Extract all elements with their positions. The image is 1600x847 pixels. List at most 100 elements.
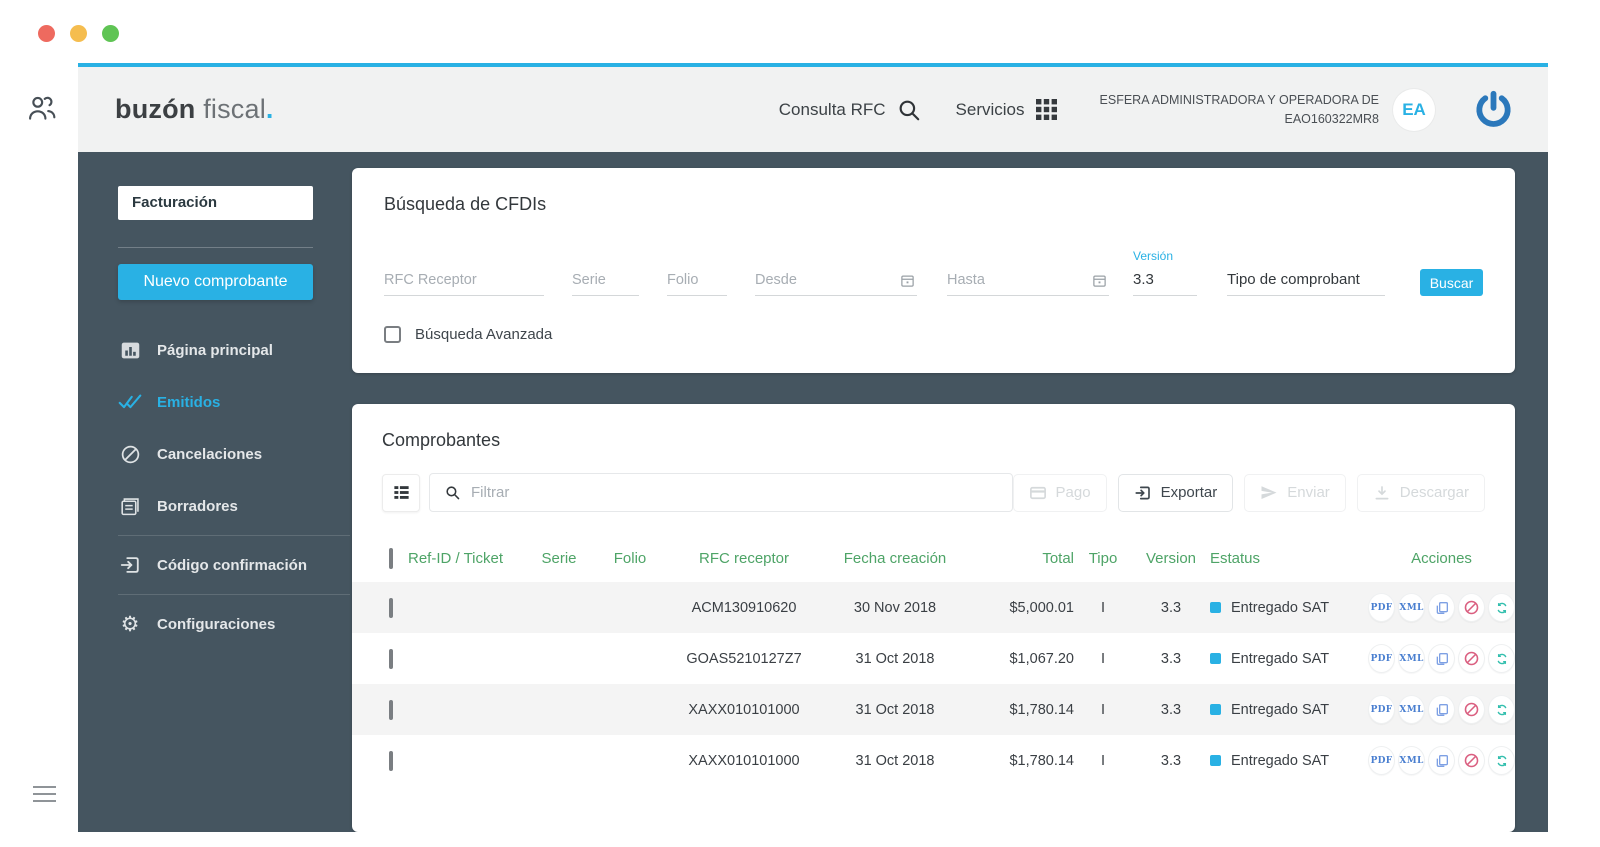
calendar-icon[interactable]	[900, 273, 915, 288]
desde-date-input[interactable]	[755, 266, 917, 296]
cell-total: $1,780.14	[1009, 752, 1074, 769]
column-header[interactable]: Folio	[613, 549, 647, 567]
status-text: Entregado SAT	[1231, 701, 1330, 718]
users-icon[interactable]	[24, 91, 60, 125]
descargar-label: Descargar	[1399, 484, 1469, 501]
filter-input[interactable]	[471, 484, 998, 501]
row-checkbox[interactable]	[389, 699, 393, 720]
logout-power-icon[interactable]	[1473, 89, 1514, 130]
column-header[interactable]: Tipo	[1088, 549, 1118, 567]
table-row[interactable]: XAXX010101000 31 Oct 2018 $1,780.14 I 3.…	[352, 684, 1515, 735]
refresh-button[interactable]	[1488, 593, 1515, 622]
column-header[interactable]: RFC receptor	[698, 549, 790, 567]
cancel-button[interactable]	[1458, 644, 1485, 673]
column-header[interactable]: Serie	[541, 549, 577, 567]
buscar-button[interactable]: Buscar	[1420, 269, 1483, 296]
descargar-button[interactable]: Descargar	[1356, 473, 1485, 512]
tipo-comprobante-select[interactable]: Tipo de comprobant	[1227, 271, 1385, 296]
nuevo-comprobante-button[interactable]: Nuevo comprobante	[118, 264, 313, 300]
sidebar-item-label: Configuraciones	[157, 615, 276, 633]
cell-tipo: I	[1100, 650, 1106, 667]
cell-rfc: GOAS5210127Z7	[686, 650, 802, 667]
minimize-button[interactable]	[70, 25, 87, 42]
servicios-link[interactable]: Servicios	[956, 98, 1058, 121]
enviar-button[interactable]: Enviar	[1244, 473, 1346, 512]
column-header[interactable]: Fecha creación	[843, 549, 947, 567]
hamburger-menu-icon[interactable]	[33, 786, 56, 802]
folio-input[interactable]	[667, 266, 727, 296]
servicios-label: Servicios	[955, 99, 1025, 119]
logo[interactable]: buzón fiscal.	[115, 94, 274, 125]
row-checkbox[interactable]	[389, 648, 393, 669]
sidebar-item-pagina-principal[interactable]: Página principal	[118, 324, 352, 376]
column-header[interactable]: Acciones	[1411, 549, 1472, 567]
refresh-button[interactable]	[1488, 644, 1515, 673]
row-checkbox[interactable]	[389, 750, 393, 771]
refresh-icon	[1497, 653, 1506, 664]
app-footer	[78, 832, 1548, 847]
xml-button[interactable]: XML	[1398, 644, 1425, 673]
version-select[interactable]: 3.3	[1133, 271, 1197, 296]
enviar-label: Enviar	[1287, 484, 1330, 501]
hasta-date-input[interactable]	[947, 266, 1109, 296]
copy-button[interactable]	[1428, 644, 1455, 673]
cancel-button[interactable]	[1458, 695, 1485, 724]
pago-button[interactable]: Pago	[1012, 473, 1107, 512]
exportar-button[interactable]: Exportar	[1117, 473, 1234, 512]
refresh-button[interactable]	[1488, 746, 1515, 775]
close-button[interactable]	[38, 25, 55, 42]
consulta-rfc-link[interactable]: Consulta RFC	[779, 97, 922, 123]
copy-icon	[1436, 652, 1448, 665]
copy-button[interactable]	[1428, 746, 1455, 775]
column-header[interactable]: Ref-ID / Ticket	[408, 549, 504, 567]
pdf-button[interactable]: PDF	[1368, 644, 1395, 673]
rfc-receptor-input[interactable]	[384, 266, 544, 296]
advanced-search-checkbox[interactable]	[384, 326, 401, 343]
select-all-checkbox[interactable]	[389, 547, 393, 569]
column-header[interactable]: Total	[1042, 549, 1074, 567]
pdf-button[interactable]: PDF	[1368, 746, 1395, 775]
row-actions: PDF XML	[1368, 593, 1515, 622]
hasta-field-wrap	[947, 266, 1109, 296]
cancel-icon	[1464, 651, 1479, 666]
table-row[interactable]: ACM130910620 30 Nov 2018 $5,000.01 I 3.3…	[352, 582, 1515, 633]
sidebar-item-configuraciones[interactable]: ⚙ Configuraciones	[118, 598, 352, 650]
pdf-button[interactable]: PDF	[1368, 593, 1395, 622]
sidebar-item-emitidos[interactable]: Emitidos	[118, 376, 352, 428]
gear-icon: ⚙	[120, 612, 140, 636]
view-list-button[interactable]	[382, 473, 420, 512]
pdf-label: PDF	[1370, 602, 1393, 613]
maximize-button[interactable]	[102, 25, 119, 42]
module-select[interactable]: Facturación	[118, 186, 313, 220]
sidebar-item-borradores[interactable]: Borradores	[118, 480, 352, 532]
avatar-initials: EA	[1402, 99, 1426, 119]
send-icon	[1261, 485, 1277, 499]
xml-button[interactable]: XML	[1398, 746, 1425, 775]
xml-button[interactable]: XML	[1398, 695, 1425, 724]
row-checkbox[interactable]	[389, 597, 393, 618]
sidebar-item-label: Borradores	[157, 497, 238, 515]
cell-total: $1,780.14	[1009, 701, 1074, 718]
table-row[interactable]: GOAS5210127Z7 31 Oct 2018 $1,067.20 I 3.…	[352, 633, 1515, 684]
column-header[interactable]: Estatus	[1210, 549, 1261, 567]
main-column: Búsqueda de CFDIs	[352, 152, 1548, 832]
xml-label: XML	[1399, 602, 1424, 613]
calendar-icon[interactable]	[1092, 273, 1107, 288]
pdf-button[interactable]: PDF	[1368, 695, 1395, 724]
table-row[interactable]: XAXX010101000 31 Oct 2018 $1,780.14 I 3.…	[352, 735, 1515, 786]
column-header[interactable]: Version	[1145, 549, 1197, 567]
sidebar-item-cancelaciones[interactable]: Cancelaciones	[118, 428, 352, 480]
avatar[interactable]: EA	[1393, 88, 1435, 131]
logo-dot: .	[265, 94, 274, 124]
serie-input[interactable]	[572, 266, 639, 296]
cancel-button[interactable]	[1458, 593, 1485, 622]
cell-fecha: 30 Nov 2018	[853, 599, 937, 616]
copy-button[interactable]	[1428, 593, 1455, 622]
xml-button[interactable]: XML	[1398, 593, 1425, 622]
copy-button[interactable]	[1428, 695, 1455, 724]
copy-icon	[1436, 601, 1448, 614]
refresh-button[interactable]	[1488, 695, 1515, 724]
cancel-button[interactable]	[1458, 746, 1485, 775]
app-header: buzón fiscal. Consulta RFC Servicios ESF…	[78, 67, 1548, 152]
sidebar-item-codigo-confirmacion[interactable]: Código confirmación	[118, 539, 352, 591]
